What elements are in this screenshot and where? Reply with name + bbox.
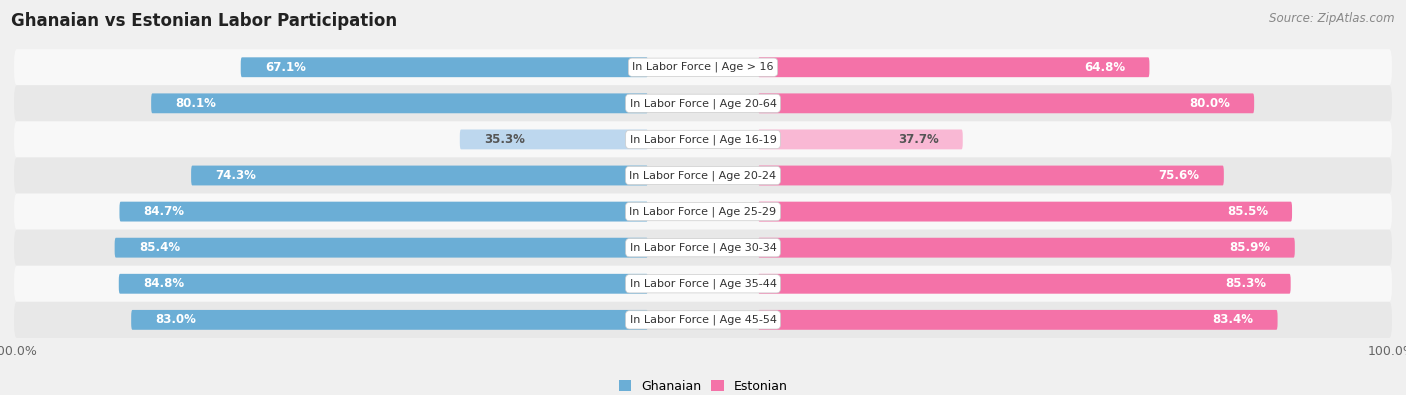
- FancyBboxPatch shape: [14, 266, 1392, 302]
- FancyBboxPatch shape: [14, 158, 1392, 194]
- Text: 80.0%: 80.0%: [1189, 97, 1230, 110]
- Text: 83.4%: 83.4%: [1212, 313, 1254, 326]
- Text: 84.8%: 84.8%: [143, 277, 184, 290]
- Text: 85.3%: 85.3%: [1226, 277, 1267, 290]
- FancyBboxPatch shape: [191, 166, 648, 185]
- FancyBboxPatch shape: [131, 310, 648, 330]
- Text: 35.3%: 35.3%: [484, 133, 524, 146]
- Text: 64.8%: 64.8%: [1084, 61, 1125, 74]
- FancyBboxPatch shape: [758, 166, 1223, 185]
- FancyBboxPatch shape: [14, 302, 1392, 338]
- Text: 80.1%: 80.1%: [176, 97, 217, 110]
- FancyBboxPatch shape: [14, 194, 1392, 229]
- Text: 74.3%: 74.3%: [215, 169, 256, 182]
- Text: In Labor Force | Age 20-64: In Labor Force | Age 20-64: [630, 98, 776, 109]
- FancyBboxPatch shape: [460, 130, 648, 149]
- FancyBboxPatch shape: [14, 49, 1392, 85]
- Text: 85.9%: 85.9%: [1230, 241, 1271, 254]
- Text: In Labor Force | Age 30-34: In Labor Force | Age 30-34: [630, 243, 776, 253]
- FancyBboxPatch shape: [758, 238, 1295, 258]
- Text: 85.4%: 85.4%: [139, 241, 180, 254]
- FancyBboxPatch shape: [118, 274, 648, 294]
- FancyBboxPatch shape: [758, 93, 1254, 113]
- Text: Ghanaian vs Estonian Labor Participation: Ghanaian vs Estonian Labor Participation: [11, 12, 398, 30]
- Text: 84.7%: 84.7%: [143, 205, 184, 218]
- Text: In Labor Force | Age > 16: In Labor Force | Age > 16: [633, 62, 773, 73]
- Text: 37.7%: 37.7%: [898, 133, 939, 146]
- Text: Source: ZipAtlas.com: Source: ZipAtlas.com: [1270, 12, 1395, 25]
- FancyBboxPatch shape: [14, 229, 1392, 266]
- FancyBboxPatch shape: [758, 202, 1292, 222]
- FancyBboxPatch shape: [14, 85, 1392, 121]
- Text: 85.5%: 85.5%: [1227, 205, 1268, 218]
- Text: In Labor Force | Age 45-54: In Labor Force | Age 45-54: [630, 314, 776, 325]
- FancyBboxPatch shape: [758, 57, 1150, 77]
- FancyBboxPatch shape: [152, 93, 648, 113]
- Legend: Ghanaian, Estonian: Ghanaian, Estonian: [613, 375, 793, 395]
- FancyBboxPatch shape: [14, 121, 1392, 158]
- Text: 75.6%: 75.6%: [1159, 169, 1199, 182]
- FancyBboxPatch shape: [115, 238, 648, 258]
- Text: In Labor Force | Age 20-24: In Labor Force | Age 20-24: [630, 170, 776, 181]
- Text: In Labor Force | Age 35-44: In Labor Force | Age 35-44: [630, 278, 776, 289]
- Text: In Labor Force | Age 16-19: In Labor Force | Age 16-19: [630, 134, 776, 145]
- Text: In Labor Force | Age 25-29: In Labor Force | Age 25-29: [630, 206, 776, 217]
- FancyBboxPatch shape: [758, 274, 1291, 294]
- FancyBboxPatch shape: [758, 310, 1278, 330]
- FancyBboxPatch shape: [120, 202, 648, 222]
- Text: 83.0%: 83.0%: [155, 313, 197, 326]
- FancyBboxPatch shape: [240, 57, 648, 77]
- Text: 67.1%: 67.1%: [264, 61, 305, 74]
- FancyBboxPatch shape: [758, 130, 963, 149]
